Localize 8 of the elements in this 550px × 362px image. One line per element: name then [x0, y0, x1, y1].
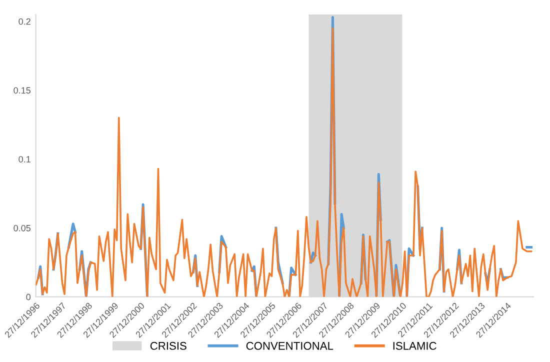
y-tick-label: 0.15: [14, 87, 31, 94]
legend-label: CONVENTIONAL: [246, 342, 334, 350]
y-tick-label: 0.1: [18, 156, 30, 162]
legend-label: CRISIS: [150, 342, 186, 350]
y-tick-label: 0.2: [18, 18, 30, 25]
y-tick-label: 0: [26, 294, 31, 300]
legend-label: ISLAMIC: [393, 342, 436, 350]
y-tick-label: 0.05: [14, 224, 31, 232]
